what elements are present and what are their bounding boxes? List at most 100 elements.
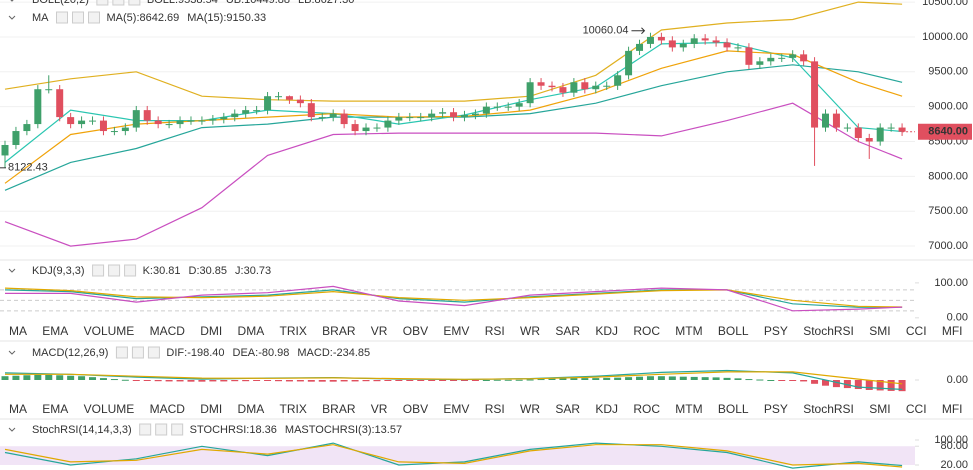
- indicator-tab[interactable]: DMA: [238, 402, 265, 416]
- indicator-tab[interactable]: StochRSI: [803, 402, 854, 416]
- indicator-tab[interactable]: TRIX: [280, 324, 307, 338]
- indicator-tab[interactable]: MA: [9, 324, 27, 338]
- indicator-tab[interactable]: OBV: [403, 324, 428, 338]
- macd-bar: [110, 379, 118, 381]
- min-price-label: 8122.43: [8, 162, 48, 174]
- collapse-chevron: [8, 15, 16, 20]
- macd-bar: [898, 380, 906, 392]
- indicator-tab[interactable]: CCI: [906, 324, 927, 338]
- indicator-tab[interactable]: WR: [520, 402, 540, 416]
- macd-bar: [460, 380, 468, 381]
- candle-body: [296, 99, 304, 104]
- candle-body: [515, 103, 523, 107]
- macd-bar: [329, 380, 337, 382]
- indicator-tab[interactable]: PSY: [764, 402, 788, 416]
- indicator-tab[interactable]: MFI: [942, 402, 963, 416]
- indicator-tab[interactable]: VOLUME: [84, 324, 135, 338]
- indicator-tab[interactable]: EMA: [42, 324, 68, 338]
- indicator-line: [5, 285, 903, 312]
- macd-bar: [340, 380, 348, 382]
- indicator-tab[interactable]: TRIX: [280, 402, 307, 416]
- candle-body: [439, 112, 447, 114]
- macd-bar: [690, 376, 698, 380]
- macd-bar: [778, 380, 786, 381]
- indicator-tab[interactable]: CCI: [906, 402, 927, 416]
- macd-bar: [515, 379, 523, 381]
- indicator-tab[interactable]: ROC: [633, 324, 660, 338]
- indicator-tab[interactable]: SAR: [555, 324, 580, 338]
- candle-body: [340, 113, 348, 125]
- macd-bar: [854, 380, 862, 390]
- macd-bar: [570, 378, 578, 380]
- macd-bar: [264, 380, 272, 381]
- indicator-tab[interactable]: KDJ: [595, 402, 618, 416]
- indicator-tab[interactable]: DMI: [200, 324, 222, 338]
- collapse-chevron: [10, 0, 14, 2]
- macd-bar: [132, 380, 140, 381]
- y-tick-label: 100.00: [934, 434, 968, 446]
- macd-bar: [99, 378, 107, 380]
- indicator-tab[interactable]: BRAR: [322, 402, 356, 416]
- candle-body: [898, 127, 906, 132]
- candle-body: [854, 127, 862, 139]
- candle-body: [548, 85, 556, 88]
- candle-body: [187, 120, 195, 122]
- indicator-tab[interactable]: VOLUME: [84, 402, 135, 416]
- indicator-tab[interactable]: EMV: [443, 324, 469, 338]
- macd-bar: [89, 377, 97, 380]
- candle-body: [646, 36, 654, 44]
- indicator-tab[interactable]: MTM: [675, 402, 702, 416]
- y-tick-label: 7000.00: [928, 240, 968, 252]
- indicator-tab[interactable]: WR: [520, 324, 540, 338]
- candle-body: [832, 113, 840, 128]
- macd-bar: [187, 380, 195, 382]
- indicator-tab[interactable]: BRAR: [322, 324, 356, 338]
- indicator-tab[interactable]: SAR: [555, 402, 580, 416]
- legend-text: StochRSI(14,14,3,3): [32, 424, 132, 436]
- indicator-tab[interactable]: MACD: [150, 324, 186, 338]
- macd-bar: [428, 380, 436, 381]
- candle-body: [690, 38, 698, 44]
- indicator-tab[interactable]: MACD: [150, 402, 186, 416]
- macd-bar: [526, 379, 534, 381]
- candle-body: [329, 113, 337, 118]
- indicator-line: [4, 289, 903, 308]
- macd-bar: [34, 374, 42, 380]
- indicator-tab[interactable]: EMV: [443, 402, 469, 416]
- indicator-tab[interactable]: EMA: [42, 402, 68, 416]
- eye-icon: [139, 423, 152, 436]
- indicator-tab[interactable]: MFI: [942, 324, 963, 338]
- indicator-tab[interactable]: ROC: [633, 402, 660, 416]
- indicator-tab[interactable]: DMI: [200, 402, 222, 416]
- legend-text: DEA:-80.98: [233, 347, 290, 359]
- indicator-tab[interactable]: VR: [371, 324, 388, 338]
- candle-body: [176, 120, 184, 125]
- collapse-chevron: [8, 350, 16, 355]
- candle-body: [78, 120, 86, 125]
- y-tick-label: 10500.00: [922, 0, 968, 8]
- indicator-tab[interactable]: BOLL: [718, 402, 749, 416]
- indicator-tab[interactable]: VR: [371, 402, 388, 416]
- indicator-tab[interactable]: MA: [9, 402, 27, 416]
- indicator-tab[interactable]: SMI: [869, 402, 890, 416]
- macd-bar: [242, 380, 250, 382]
- indicator-tab[interactable]: RSI: [485, 402, 505, 416]
- indicator-tab[interactable]: OBV: [403, 402, 428, 416]
- candle-body: [723, 42, 731, 48]
- macd-bar: [668, 376, 676, 380]
- indicator-tab[interactable]: MTM: [675, 324, 702, 338]
- macd-bar: [307, 380, 315, 382]
- indicator-tab[interactable]: StochRSI: [803, 324, 854, 338]
- macd-bar: [395, 380, 403, 381]
- indicator-tab[interactable]: BOLL: [718, 324, 749, 338]
- macd-bar: [789, 380, 797, 381]
- indicator-tab[interactable]: DMA: [238, 324, 265, 338]
- indicator-tab[interactable]: RSI: [485, 324, 505, 338]
- indicator-tab[interactable]: KDJ: [595, 324, 618, 338]
- indicator-tab[interactable]: SMI: [869, 324, 890, 338]
- macd-bar: [373, 380, 381, 382]
- settings-icon: [155, 423, 168, 436]
- candle-body: [23, 124, 31, 132]
- indicator-tab[interactable]: PSY: [764, 324, 788, 338]
- legend-text: K:30.81: [143, 265, 181, 277]
